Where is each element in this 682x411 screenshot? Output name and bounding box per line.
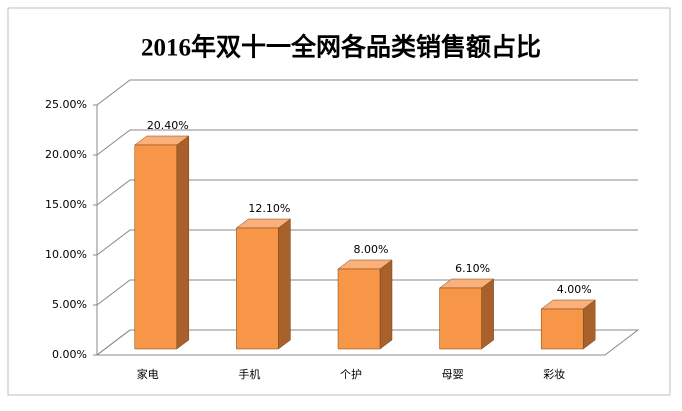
data-label: 20.40% — [147, 119, 189, 132]
y-tick-label: 15.00% — [45, 198, 87, 211]
x-tick-label: 手机 — [238, 367, 260, 381]
y-tick-label: 20.00% — [45, 148, 87, 161]
bar — [134, 135, 190, 350]
bar-front — [439, 287, 482, 350]
chart-title: 2016年双十一全网各品类销售额占比 — [141, 33, 541, 62]
grid-line — [96, 229, 638, 256]
y-tick-label: 25.00% — [45, 98, 87, 111]
bar-front — [236, 227, 279, 350]
data-label: 6.10% — [455, 262, 490, 275]
bar-front — [540, 308, 584, 350]
x-tick-label: 个护 — [340, 367, 362, 381]
data-label: 8.00% — [354, 243, 389, 256]
y-tick-label: 5.00% — [52, 298, 87, 311]
bar-side — [481, 278, 494, 350]
bar-side — [379, 259, 393, 350]
bar — [235, 218, 292, 350]
bar-side — [176, 135, 190, 350]
grid-line — [96, 129, 638, 156]
y-tick-label: 10.00% — [45, 248, 87, 261]
x-tick-label: 彩妆 — [543, 368, 565, 381]
bar — [540, 299, 596, 350]
grid-line — [96, 79, 638, 106]
x-tick-label: 家电 — [137, 367, 159, 381]
bar-front — [337, 268, 381, 350]
bar-side — [278, 218, 291, 350]
x-tick-label: 母婴 — [442, 368, 464, 381]
data-label: 4.00% — [557, 283, 592, 296]
y-tick-label: 0.00% — [52, 348, 87, 361]
bar — [337, 259, 393, 350]
bar-front — [134, 144, 178, 350]
grid-line — [96, 179, 638, 206]
data-label: 12.10% — [248, 202, 290, 215]
bar — [438, 278, 495, 350]
